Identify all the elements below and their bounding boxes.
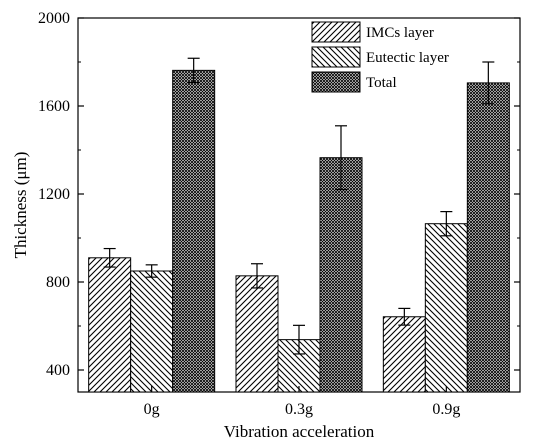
legend-item-imcs-layer: IMCs layer <box>311 21 434 43</box>
x-axis-title: Vibration acceleration <box>224 422 375 441</box>
bar-total-03g <box>319 157 363 393</box>
y-tick-label: 1600 <box>38 98 70 115</box>
legend: IMCs layer Eutectic layer Total <box>311 21 449 93</box>
error-bar <box>103 247 116 268</box>
error-bar <box>251 263 263 289</box>
y-tick-label: 400 <box>46 362 70 379</box>
x-tick-label: 0.3g <box>285 401 313 418</box>
error-bar <box>398 307 411 326</box>
bar-eutectic-layer-09g <box>424 223 468 393</box>
legend-swatch <box>311 21 361 43</box>
y-axis-title: Thickness (μm) <box>11 152 30 259</box>
error-bar <box>187 57 200 84</box>
error-bars-layer <box>103 57 495 355</box>
bar-total-09g <box>466 82 510 393</box>
error-bar <box>293 324 305 355</box>
bar-total-0g <box>172 69 216 393</box>
legend-item-eutectic-layer: Eutectic layer <box>311 46 449 68</box>
legend-swatch <box>311 46 361 68</box>
y-axis-ticks: 400 800 1200 1600 2000 <box>38 10 520 379</box>
error-bar <box>482 61 495 105</box>
bar-imcs-layer-0g <box>88 257 132 393</box>
error-bar <box>145 264 158 278</box>
legend-item-total: Total <box>311 71 397 93</box>
y-tick-label: 800 <box>46 274 70 291</box>
y-tick-label: 1200 <box>38 186 70 203</box>
legend-label: Eutectic layer <box>366 50 449 66</box>
legend-swatch <box>311 71 361 93</box>
x-tick-label: 0g <box>144 401 160 418</box>
bar-imcs-layer-09g <box>382 316 426 393</box>
bar-eutectic-layer-0g <box>130 270 174 393</box>
error-bar <box>440 211 453 237</box>
y-tick-label: 2000 <box>38 10 70 27</box>
x-axis-ticks: 0g 0.3g 0.9g <box>144 386 460 418</box>
error-bar <box>335 125 347 191</box>
bar-imcs-layer-03g <box>235 275 279 393</box>
legend-label: IMCs layer <box>366 25 434 41</box>
legend-label: Total <box>366 75 397 91</box>
x-tick-label: 0.9g <box>432 401 460 418</box>
